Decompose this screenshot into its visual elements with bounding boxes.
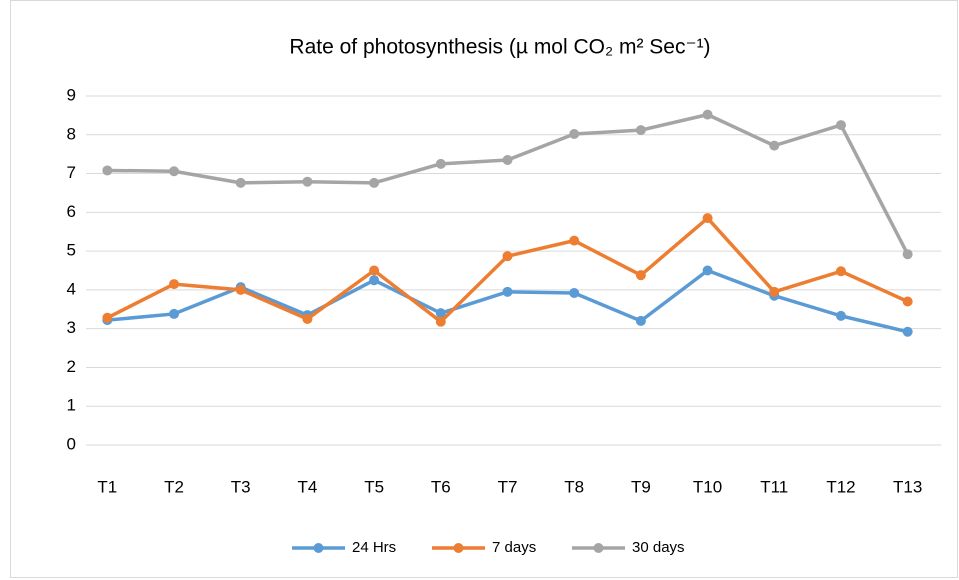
x-tick-label: T8 (564, 477, 584, 496)
x-tick-label: T9 (631, 477, 651, 496)
x-tick-label: T10 (693, 477, 722, 496)
x-tick-label: T3 (231, 477, 251, 496)
data-point (369, 275, 380, 286)
data-point (702, 109, 713, 120)
data-point (502, 286, 513, 297)
data-point (702, 213, 713, 224)
data-point (569, 129, 580, 140)
data-point (435, 316, 446, 327)
data-point (835, 120, 846, 131)
y-tick-label: 6 (67, 202, 76, 221)
data-point (302, 313, 313, 324)
data-point (435, 308, 446, 319)
x-tick-label: T5 (364, 477, 384, 496)
legend-label: 7 days (492, 539, 536, 556)
data-point (835, 310, 846, 321)
y-tick-label: 0 (67, 434, 76, 453)
x-tick-label: T7 (498, 477, 518, 496)
data-point (635, 270, 646, 281)
data-point (902, 296, 913, 307)
y-tick-label: 1 (67, 396, 76, 415)
y-tick-label: 3 (67, 318, 76, 337)
x-tick-label: T11 (760, 477, 788, 496)
legend-marker (313, 543, 324, 553)
legend-marker (593, 543, 604, 553)
data-point (369, 265, 380, 276)
data-point (902, 249, 913, 260)
y-tick-label: 7 (67, 163, 76, 182)
data-point (502, 154, 513, 165)
y-tick-label: 2 (67, 357, 76, 376)
x-tick-label: T4 (298, 477, 318, 496)
data-point (569, 235, 580, 246)
data-point (569, 287, 580, 298)
data-point (635, 125, 646, 136)
data-point (102, 312, 113, 323)
x-tick-label: T6 (431, 477, 451, 496)
legend-label: 30 days (632, 539, 685, 556)
data-point (302, 176, 313, 187)
data-point (369, 177, 380, 188)
chart-border (10, 0, 958, 578)
data-point (835, 266, 846, 277)
data-point (102, 165, 113, 176)
y-tick-label: 4 (67, 279, 76, 298)
x-tick-label: T12 (826, 477, 855, 496)
data-point (635, 315, 646, 326)
x-tick-label: T1 (97, 477, 117, 496)
x-tick-label: T13 (893, 477, 922, 496)
y-tick-label: 8 (67, 124, 76, 143)
data-point (235, 284, 246, 295)
data-point (769, 286, 780, 297)
chart-title: Rate of photosynthesis (µ mol CO₂ m² Sec… (289, 36, 710, 59)
data-point (169, 166, 180, 177)
legend-label: 24 Hrs (352, 539, 396, 556)
data-point (435, 158, 446, 169)
x-tick-label: T2 (164, 477, 184, 496)
data-point (702, 265, 713, 276)
data-point (169, 279, 180, 290)
legend-marker (453, 543, 464, 553)
data-point (769, 140, 780, 151)
y-tick-label: 9 (67, 85, 76, 104)
y-tick-label: 5 (67, 241, 76, 260)
data-point (235, 177, 246, 188)
data-point (502, 251, 513, 262)
data-point (169, 308, 180, 319)
data-point (902, 326, 913, 337)
